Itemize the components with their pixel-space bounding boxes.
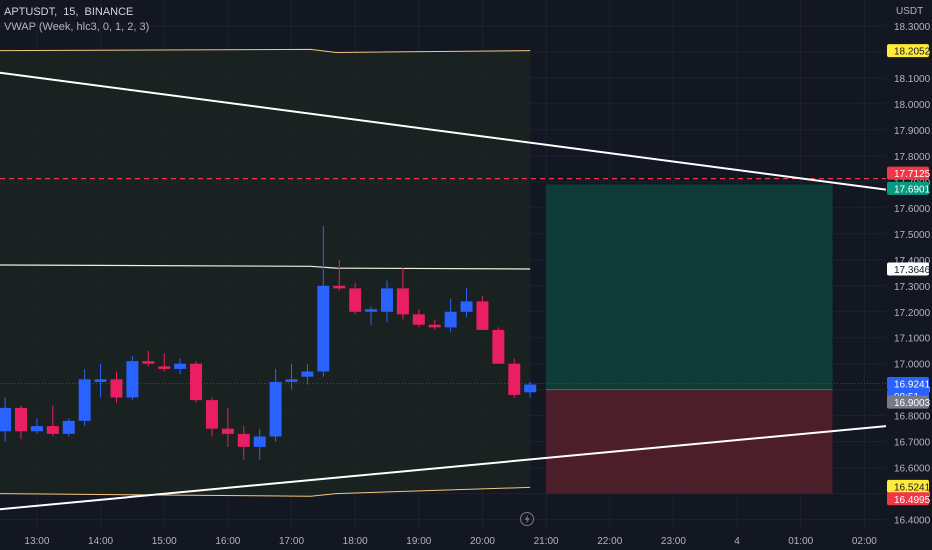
candle-body[interactable] — [15, 407, 28, 432]
price-tick-label: 17.5000 — [894, 230, 931, 241]
time-tick-label: 15:00 — [152, 536, 177, 547]
candle-body[interactable] — [396, 288, 409, 315]
lightning-icon-glyph — [524, 514, 530, 524]
candle-body[interactable] — [524, 384, 537, 393]
trend-line-lower — [0, 425, 887, 511]
candle-body[interactable] — [492, 329, 505, 364]
candle-body[interactable] — [253, 436, 266, 447]
candle-body[interactable] — [317, 285, 330, 372]
price-badge-vwap-upper — [887, 44, 929, 58]
candle-body[interactable] — [237, 433, 250, 447]
time-tick-label: 02:00 — [852, 536, 877, 547]
price-tick-label: 17.1000 — [894, 334, 931, 345]
price-badge-text: 17.3646 — [894, 265, 931, 276]
loss-zone[interactable] — [546, 389, 833, 494]
candle-body[interactable] — [301, 371, 314, 377]
price-badge-text: 18.2052 — [894, 47, 931, 58]
time-tick-label: 13:00 — [24, 536, 49, 547]
time-tick-label: 01:00 — [788, 536, 813, 547]
price-tick-label: 16.4000 — [894, 516, 931, 527]
price-badge-text: 16.9003 — [894, 398, 931, 409]
price-tick-label: 16.8000 — [894, 412, 931, 423]
time-tick-label: 18:00 — [343, 536, 368, 547]
candle-body[interactable] — [444, 311, 457, 328]
candle-body[interactable] — [221, 428, 234, 434]
exchange: BINANCE — [84, 6, 134, 18]
candle-body[interactable] — [142, 361, 155, 364]
profit-zone[interactable] — [546, 184, 833, 390]
candle-body[interactable] — [380, 288, 393, 312]
candle-body[interactable] — [158, 366, 171, 369]
indicator-legend[interactable]: VWAP (Week, hlc3, 0, 1, 2, 3) — [4, 21, 155, 33]
indicator-label: VWAP (Week, hlc3, 0, 1, 2, 3) — [4, 21, 150, 33]
price-badge-text: 16.4995 — [894, 495, 931, 506]
candle-body[interactable] — [190, 363, 203, 401]
time-tick-label: 16:00 — [215, 536, 240, 547]
price-badge-text: 17.6901 — [894, 184, 931, 195]
candle-body[interactable] — [94, 379, 107, 382]
price-tick-label: 17.8000 — [894, 152, 931, 163]
price-badge-alert-price — [887, 166, 929, 180]
price-tick-label: 18.3000 — [894, 22, 931, 33]
price-badge-vwap-lower — [887, 479, 929, 493]
time-tick-label: 22:00 — [597, 536, 622, 547]
candle-body[interactable] — [205, 400, 218, 429]
currency-label: USDT — [896, 6, 923, 17]
price-badge-vwap-value — [887, 262, 929, 276]
candle-body[interactable] — [110, 379, 123, 398]
candle-body[interactable] — [365, 309, 378, 312]
candle-body[interactable] — [476, 301, 489, 330]
candle-body[interactable] — [78, 379, 91, 421]
trend-line-upper — [0, 71, 887, 191]
candle-body[interactable] — [285, 379, 298, 382]
time-axis[interactable] — [0, 530, 886, 550]
price-badge-target-price — [887, 181, 929, 195]
price-tick-label: 17.0000 — [894, 360, 931, 371]
price-badge-entry-price — [887, 395, 929, 409]
candle-body[interactable] — [460, 301, 473, 312]
price-tick-label: 17.4000 — [894, 256, 931, 267]
vwap-band-fill — [0, 49, 531, 497]
time-tick-label: 14:00 — [88, 536, 113, 547]
price-badge-text: 16.5241 — [894, 482, 931, 493]
time-tick-label: 17:00 — [279, 536, 304, 547]
candle-body[interactable] — [428, 324, 441, 328]
time-tick-label: 21:00 — [534, 536, 559, 547]
price-badge-last-price — [887, 376, 929, 390]
time-tick-label: 23:00 — [661, 536, 686, 547]
price-tick-label: 18.1000 — [894, 74, 931, 85]
interval: 15, — [63, 6, 79, 18]
lightning-icon[interactable] — [520, 512, 534, 526]
chart-title: APTUSDT, 15, BINANCE — [4, 6, 139, 18]
price-tick-label: 17.2000 — [894, 308, 931, 319]
candle-body[interactable] — [30, 426, 43, 432]
price-tick-label: 17.3000 — [894, 282, 931, 293]
time-tick-label: 19:00 — [406, 536, 431, 547]
price-tick-label: 18.0000 — [894, 100, 931, 111]
candle-body[interactable] — [126, 361, 139, 398]
time-tick-label: 4 — [734, 536, 740, 547]
candle-body[interactable] — [46, 426, 59, 434]
candle-body[interactable] — [412, 314, 425, 325]
candle-body[interactable] — [349, 288, 362, 312]
candle-body[interactable] — [62, 420, 75, 434]
price-tick-label: 16.6000 — [894, 464, 931, 475]
candle-body[interactable] — [508, 363, 521, 395]
candle-body[interactable] — [333, 285, 346, 289]
price-badge-text: 16.9241 — [894, 379, 931, 390]
price-tick-label: 17.6000 — [894, 204, 931, 215]
time-tick-label: 20:00 — [470, 536, 495, 547]
vwap-upper-band — [0, 48, 531, 53]
price-badge-stop-price — [887, 492, 929, 506]
price-tick-label: 16.7000 — [894, 438, 931, 449]
symbol: APTUSDT, — [4, 6, 58, 18]
price-badge-text: 17.7125 — [894, 169, 931, 180]
candle-body[interactable] — [174, 363, 187, 369]
price-tick-label: 17.9000 — [894, 126, 931, 137]
candle-body[interactable] — [0, 407, 12, 432]
candle-body[interactable] — [269, 381, 282, 437]
